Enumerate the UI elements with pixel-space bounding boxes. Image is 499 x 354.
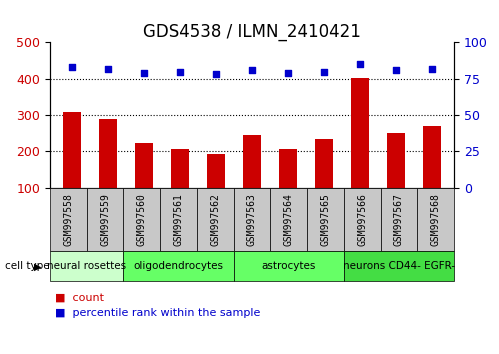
Bar (351, 78, 369, 188)
Text: GSM997558: GSM997558 (63, 193, 73, 246)
Title: GDS4538 / ILMN_2410421: GDS4538 / ILMN_2410421 (143, 23, 361, 41)
Point (176, 69, 184, 74)
Text: cell type: cell type (5, 261, 49, 272)
Text: GSM997565: GSM997565 (320, 193, 330, 246)
Text: GSM997566: GSM997566 (357, 193, 367, 246)
Text: GSM997561: GSM997561 (174, 193, 184, 246)
Text: oligodendrocytes: oligodendrocytes (134, 261, 224, 272)
Point (140, 70, 148, 76)
Point (429, 66, 437, 72)
Text: GSM997563: GSM997563 (247, 193, 257, 246)
Text: ■  count: ■ count (55, 292, 104, 302)
Text: GSM997559: GSM997559 (100, 193, 110, 246)
Bar (135, 143, 153, 188)
Bar (387, 133, 405, 188)
Text: GSM997560: GSM997560 (137, 193, 147, 246)
Point (392, 67, 400, 73)
Point (104, 66, 112, 72)
Bar (424, 126, 442, 188)
Bar (279, 149, 297, 188)
Text: ■  percentile rank within the sample: ■ percentile rank within the sample (55, 308, 260, 318)
Bar (99, 119, 117, 188)
Point (320, 69, 328, 74)
Bar (315, 139, 333, 188)
Text: neurons CD44- EGFR-: neurons CD44- EGFR- (343, 261, 455, 272)
Point (284, 70, 292, 76)
Text: neural rosettes: neural rosettes (47, 261, 126, 272)
Text: astrocytes: astrocytes (261, 261, 316, 272)
Bar (243, 135, 261, 188)
Bar (62, 112, 80, 188)
Text: GSM997568: GSM997568 (431, 193, 441, 246)
Point (212, 72, 220, 77)
Point (67, 64, 75, 70)
Point (248, 67, 256, 73)
Text: ▶: ▶ (33, 261, 41, 272)
Text: GSM997562: GSM997562 (210, 193, 220, 246)
Text: GSM997564: GSM997564 (284, 193, 294, 246)
Bar (207, 154, 225, 188)
Point (356, 62, 364, 67)
Bar (171, 149, 189, 188)
Text: GSM997567: GSM997567 (394, 193, 404, 246)
